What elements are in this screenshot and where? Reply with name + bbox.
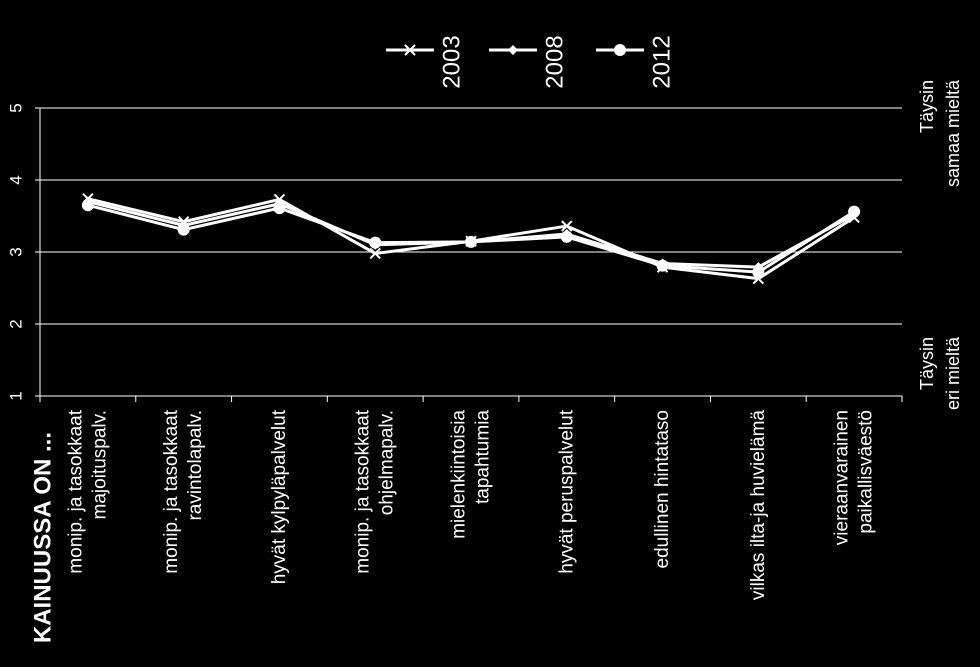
legend-marker-2008 (508, 45, 518, 55)
axes (35, 107, 903, 402)
category-label-0-line-1: majoituspalv. (89, 410, 110, 519)
category-label-0: monip. ja tasokkaat majoituspalv. (65, 409, 110, 573)
point-2012-6 (656, 259, 669, 272)
category-label-2-line-0: hyvät kylpyläpalvelut (269, 409, 290, 584)
point-2012-3 (369, 236, 382, 249)
point-2012-2 (273, 202, 286, 215)
category-label-6: edullinen hintataso (652, 410, 673, 568)
point-2012-1 (177, 223, 190, 236)
category-label-8-line-1: paikallisväestö (856, 410, 877, 534)
category-label-2: hyvät kylpyläpalvelut (269, 409, 290, 584)
y-tick-label-3: 3 (6, 247, 25, 256)
category-axis-title-group: KAINUUSSA ON ... (30, 432, 57, 643)
y-tick-label-5: 5 (6, 103, 25, 112)
scale-bottom-label-line-1: eri mieltä (943, 336, 963, 410)
category-label-4-line-1: tapahtumia (473, 410, 494, 504)
point-2003-5 (561, 220, 573, 232)
legend-marker-2003 (404, 44, 416, 56)
scale-top-label-line-0: Täysin (917, 80, 937, 133)
category-label-4-line-0: mielenkiintoisia (449, 410, 470, 539)
y-tick-labels: 1 2 3 4 5 (6, 103, 25, 400)
category-label-7-line-0: vilkas ilta-ja huvielämä (748, 410, 769, 601)
y-tick-label-2: 2 (6, 319, 25, 328)
category-label-3: monip. ja tasokkaat ohjelmapalv. (353, 409, 398, 573)
scale-labels: Täysin samaa mieltä Täysin eri mieltä (917, 79, 963, 410)
category-label-1-line-0: monip. ja tasokkaat (161, 409, 182, 573)
category-label-1: monip. ja tasokkaat ravintolapalv. (161, 409, 206, 573)
category-label-3-line-1: ohjelmapalv. (377, 410, 398, 515)
legend-label-2003: 2003 (439, 35, 466, 88)
series-line-2008 (87, 200, 855, 269)
category-label-0-line-0: monip. ja tasokkaat (65, 409, 86, 573)
series-2008 (82, 196, 860, 273)
legend-label-2008: 2008 (542, 35, 569, 88)
category-label-5-line-0: hyvät peruspalvelut (556, 409, 577, 573)
scale-top-label-line-1: samaa mieltä (943, 79, 963, 187)
category-label-5: hyvät peruspalvelut (556, 409, 577, 573)
y-tick-label-1: 1 (6, 391, 25, 400)
legend: 2003 2008 2012 (386, 35, 676, 89)
y-tick-label-4: 4 (6, 175, 25, 184)
point-2012-0 (81, 199, 94, 212)
scale-bottom-label-line-0: Täysin (917, 337, 937, 390)
point-2012-5 (560, 230, 573, 243)
category-label-7: vilkas ilta-ja huvielämä (748, 410, 769, 601)
scale-bottom-label: Täysin eri mieltä (917, 336, 963, 410)
point-2012-7 (752, 266, 765, 279)
gridlines (40, 107, 902, 325)
point-2012-4 (465, 235, 477, 248)
category-label-1-line-1: ravintolapalv. (185, 410, 206, 521)
scale-top-label: Täysin samaa mieltä (917, 79, 963, 187)
point-2003-3 (369, 247, 381, 260)
legend-item-2012: 2012 (596, 35, 676, 89)
category-labels: monip. ja tasokkaat majoituspalv. monip. j… (65, 409, 876, 600)
category-label-8-line-0: vieraanvarainen (832, 410, 853, 545)
category-label-3-line-0: monip. ja tasokkaat (353, 409, 374, 573)
legend-marker-2012 (614, 44, 626, 56)
category-label-4: mielenkiintoisia tapahtumia (449, 410, 494, 539)
point-2012-8 (848, 205, 861, 218)
legend-item-2008: 2008 (489, 35, 569, 89)
category-label-8: vieraanvarainen paikallisväestö (832, 410, 877, 545)
legend-label-2012: 2012 (649, 35, 676, 88)
series-group (81, 193, 861, 285)
series-2012 (81, 199, 861, 279)
legend-item-2003: 2003 (386, 35, 466, 89)
category-label-6-line-0: edullinen hintataso (652, 410, 673, 568)
category-axis-title: KAINUUSSA ON ... (30, 432, 57, 643)
